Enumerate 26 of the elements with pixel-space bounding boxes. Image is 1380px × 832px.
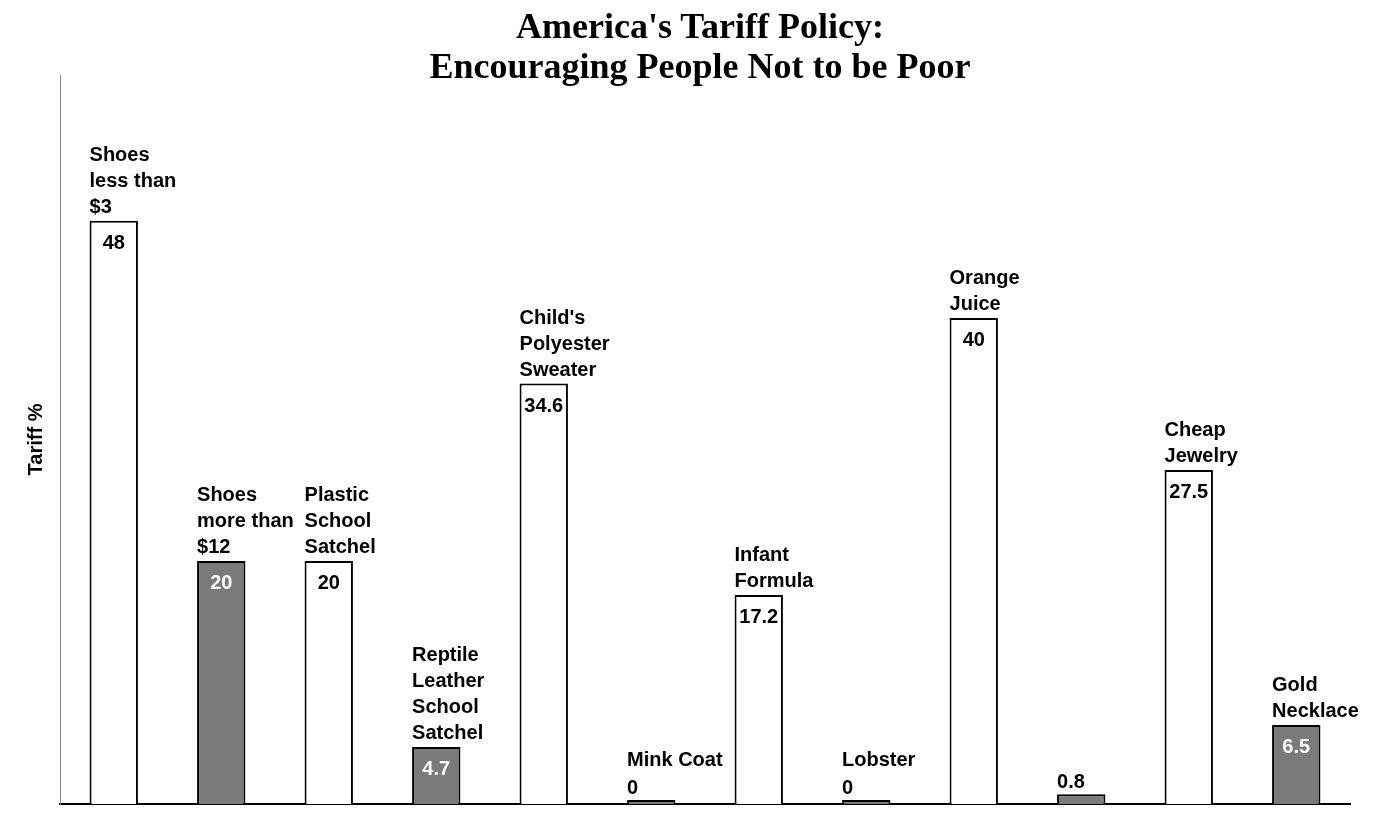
x-tick-label: Mink Coat xyxy=(627,748,723,770)
data-label: 0 xyxy=(842,776,854,798)
x-tick-label: Infant Formula xyxy=(734,543,815,592)
chart-subtitle: Encouraging People Not to be Poor xyxy=(428,46,972,86)
data-label: 0.8 xyxy=(1057,770,1085,793)
data-label: 40 xyxy=(962,328,985,350)
data-label: 48 xyxy=(102,230,125,253)
x-tick-label: Reptile Leather School Satchel xyxy=(412,642,485,743)
chart-title: America's Tariff Policy: xyxy=(515,6,885,46)
data-label: 27.5 xyxy=(1169,479,1209,502)
data-label: 20 xyxy=(210,571,233,593)
data-label: 0 xyxy=(627,776,639,798)
x-tick-label: Shoes less than $3 xyxy=(89,142,177,217)
x-tick-label: Plastic School Satchel xyxy=(304,483,376,557)
data-label: 34.6 xyxy=(524,393,564,416)
x-tick-label: Child's Polyester Sweater xyxy=(519,305,610,380)
y-axis-title: Tariff % xyxy=(23,403,46,476)
data-label: 17.2 xyxy=(739,605,779,628)
x-tick-label: Lobster xyxy=(842,748,916,770)
x-tick-label: Shoes more than $12 xyxy=(197,483,294,557)
data-label: 6.5 xyxy=(1282,735,1311,758)
x-tick-label: Gold Necklace xyxy=(1272,673,1359,722)
data-label: 20 xyxy=(317,571,340,593)
x-tick-label: Orange Juice xyxy=(949,266,1020,314)
data-label: 4.7 xyxy=(422,756,451,779)
x-tick-label: Cheap Jewelry xyxy=(1164,417,1239,466)
